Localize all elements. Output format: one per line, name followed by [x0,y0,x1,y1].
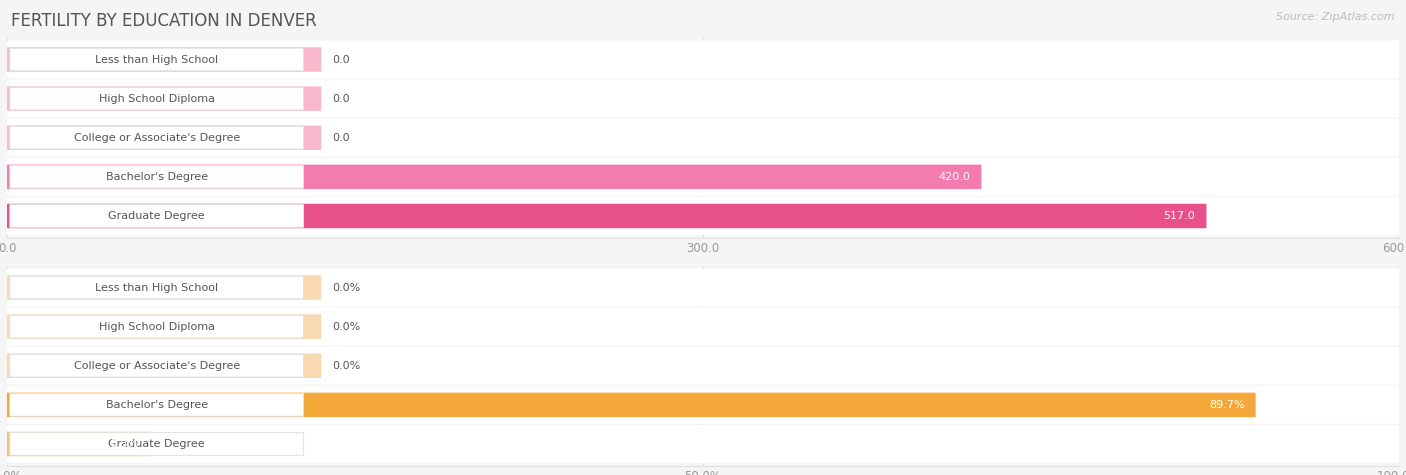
Text: High School Diploma: High School Diploma [98,94,215,104]
Text: 0.0: 0.0 [332,55,350,65]
FancyBboxPatch shape [7,119,1399,157]
Text: 0.0%: 0.0% [332,361,361,371]
FancyBboxPatch shape [7,386,1399,424]
FancyBboxPatch shape [10,87,304,110]
Text: Bachelor's Degree: Bachelor's Degree [105,172,208,182]
Text: FERTILITY BY EDUCATION IN DENVER: FERTILITY BY EDUCATION IN DENVER [11,12,316,30]
FancyBboxPatch shape [10,393,304,416]
Text: 0.0: 0.0 [332,133,350,143]
FancyBboxPatch shape [7,165,981,189]
FancyBboxPatch shape [7,425,1399,463]
FancyBboxPatch shape [7,158,1399,196]
Text: 420.0: 420.0 [938,172,970,182]
Text: Source: ZipAtlas.com: Source: ZipAtlas.com [1277,12,1395,22]
FancyBboxPatch shape [7,48,321,72]
FancyBboxPatch shape [10,205,304,228]
FancyBboxPatch shape [7,86,321,111]
FancyBboxPatch shape [7,268,1399,306]
Text: Less than High School: Less than High School [96,283,218,293]
FancyBboxPatch shape [7,197,1399,235]
Text: 0.0%: 0.0% [332,322,361,332]
FancyBboxPatch shape [10,433,304,456]
Text: Graduate Degree: Graduate Degree [108,439,205,449]
Text: 0.0: 0.0 [332,94,350,104]
FancyBboxPatch shape [7,393,1256,417]
FancyBboxPatch shape [7,308,1399,346]
Text: College or Associate's Degree: College or Associate's Degree [73,133,240,143]
Text: 89.7%: 89.7% [1209,400,1244,410]
FancyBboxPatch shape [7,432,150,456]
FancyBboxPatch shape [7,204,1206,228]
FancyBboxPatch shape [7,276,322,300]
FancyBboxPatch shape [7,40,1399,78]
FancyBboxPatch shape [7,80,1399,118]
Text: 517.0: 517.0 [1164,211,1195,221]
FancyBboxPatch shape [7,347,1399,385]
FancyBboxPatch shape [7,125,321,150]
FancyBboxPatch shape [10,165,304,188]
Text: High School Diploma: High School Diploma [98,322,215,332]
FancyBboxPatch shape [7,314,322,339]
FancyBboxPatch shape [10,48,304,71]
FancyBboxPatch shape [10,126,304,149]
Text: 10.3%: 10.3% [104,439,139,449]
FancyBboxPatch shape [7,353,322,378]
Text: 0.0%: 0.0% [332,283,361,293]
FancyBboxPatch shape [10,354,304,377]
Text: College or Associate's Degree: College or Associate's Degree [73,361,240,371]
Text: Bachelor's Degree: Bachelor's Degree [105,400,208,410]
FancyBboxPatch shape [10,276,304,299]
Text: Graduate Degree: Graduate Degree [108,211,205,221]
FancyBboxPatch shape [10,315,304,338]
Text: Less than High School: Less than High School [96,55,218,65]
